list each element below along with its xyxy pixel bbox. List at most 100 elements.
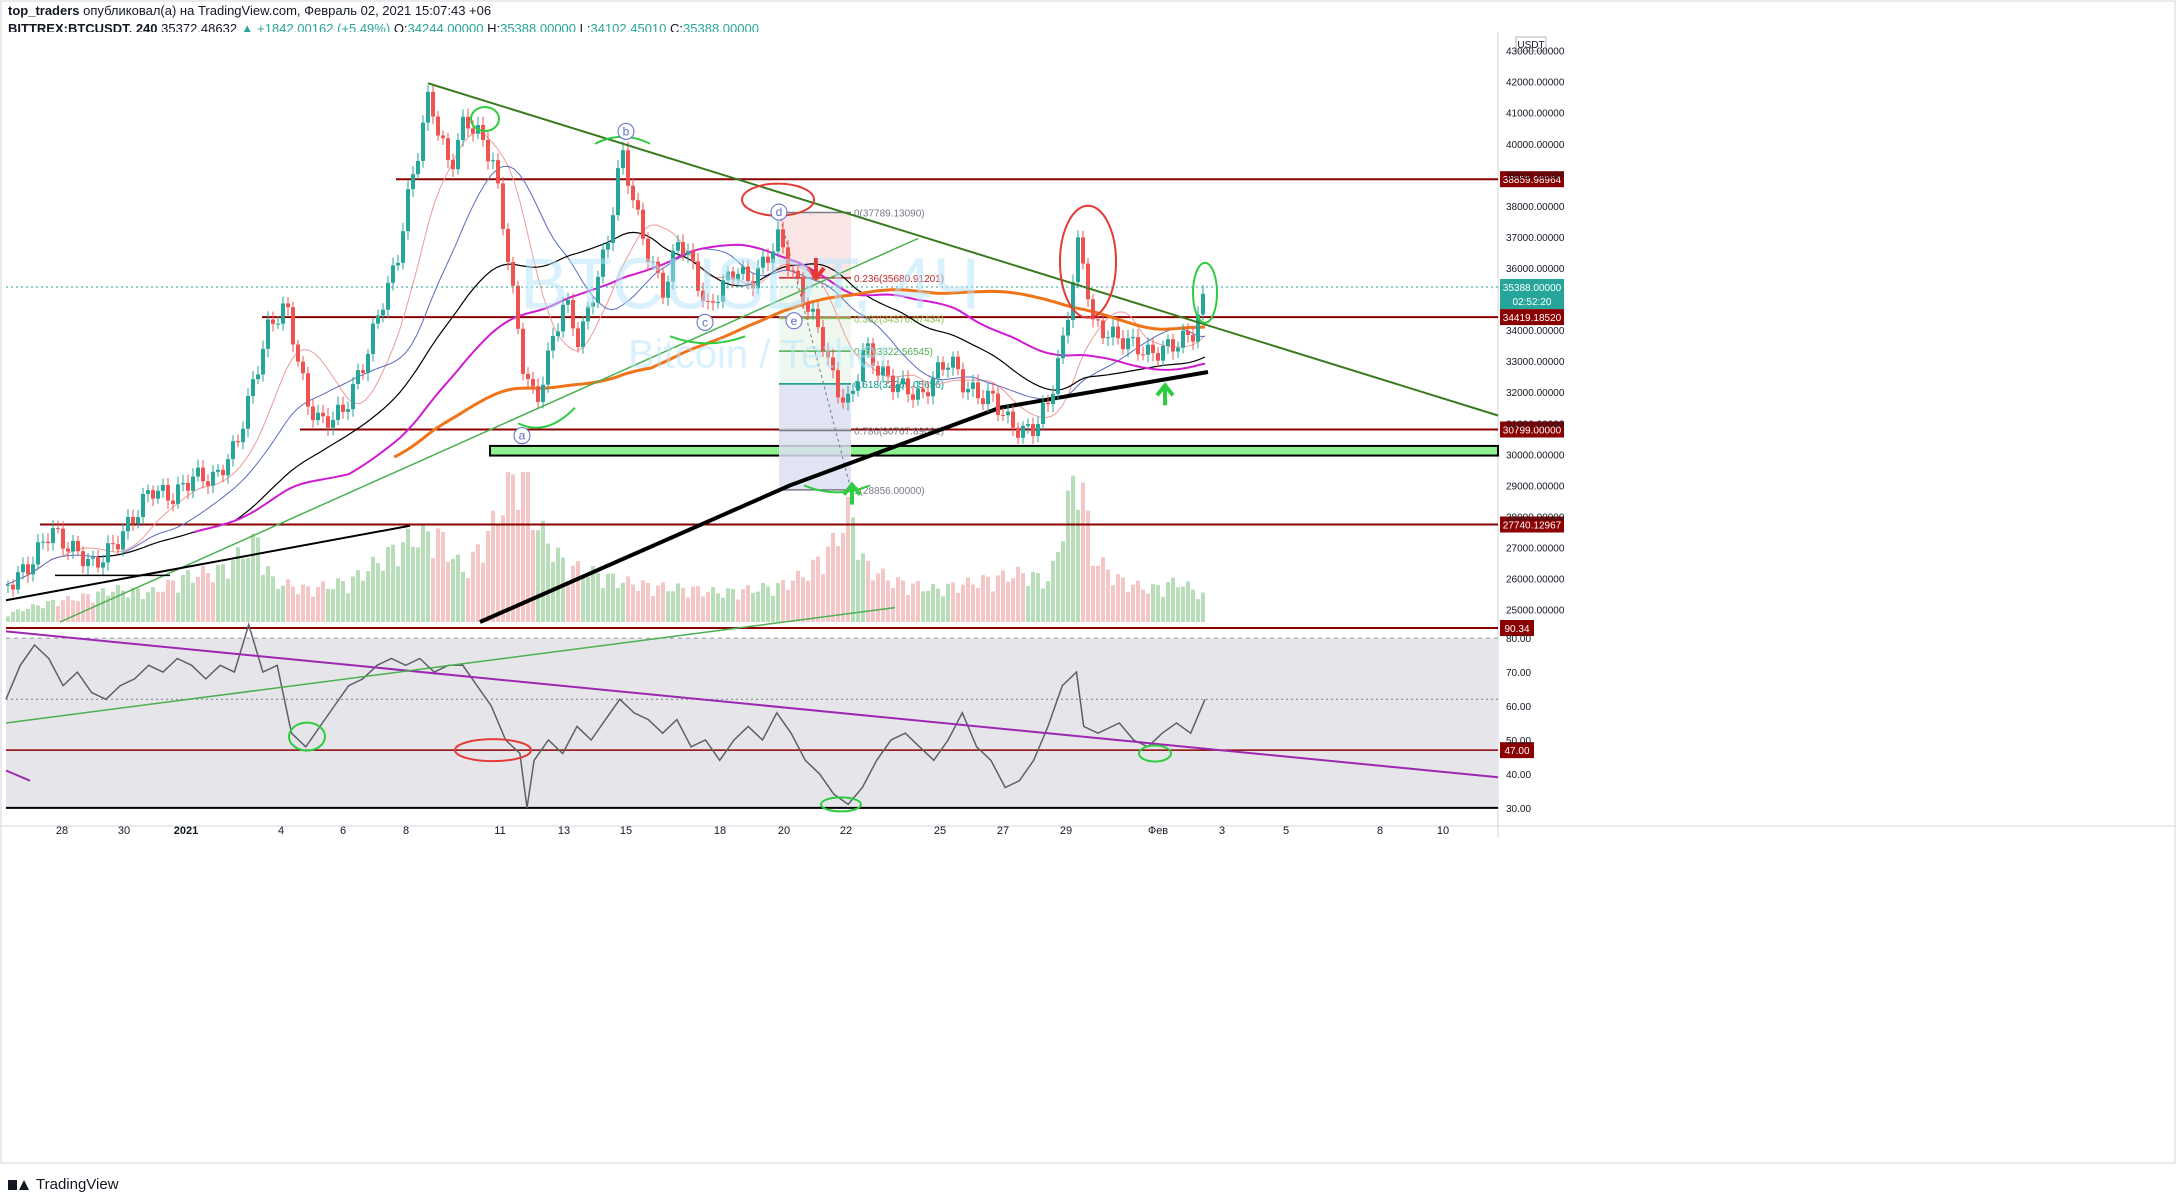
volume-bar — [946, 583, 950, 622]
volume-bar — [776, 583, 780, 622]
rsi-level-badge — [1500, 620, 1534, 636]
candle-body — [1001, 414, 1005, 416]
rsi-green-trendline — [5, 606, 896, 724]
candle-body — [866, 343, 870, 350]
candle-body — [486, 139, 490, 162]
volume-bar — [876, 573, 880, 622]
candle-body — [51, 528, 55, 543]
candle-body — [326, 416, 330, 428]
volume-bar — [1111, 585, 1115, 622]
candle-body — [1126, 338, 1130, 350]
volume-bar — [831, 532, 835, 622]
volume-bar — [31, 604, 35, 622]
volume-bar — [601, 588, 605, 622]
candle-body — [291, 307, 295, 345]
volume-bar — [551, 562, 555, 622]
fib-level-label: 0.382(34376.07434) — [854, 314, 944, 325]
volume-bar — [631, 584, 635, 622]
candle-body — [656, 261, 660, 273]
candle-body — [426, 91, 430, 123]
candle-body — [391, 265, 395, 283]
volume-bar — [906, 595, 910, 622]
main-pane — [6, 32, 1498, 622]
currency-label: USDT — [1517, 40, 1544, 51]
volume-bar — [1141, 589, 1145, 622]
candle-body — [231, 441, 235, 460]
volume-bar — [56, 605, 60, 622]
candle-body — [941, 362, 945, 370]
candle-body — [791, 270, 795, 272]
rsi-trendline-short — [5, 769, 31, 782]
volume-bar — [161, 591, 165, 622]
volume-bar — [196, 576, 200, 622]
candle-body — [711, 301, 715, 303]
rsi-pane: 90.34 47.00 — [5, 606, 1534, 813]
candle-body — [466, 116, 470, 129]
volume-bar — [606, 573, 610, 622]
volume-bar — [426, 531, 430, 622]
candle-body — [346, 409, 350, 412]
volume-bar — [711, 587, 715, 622]
x-tick-label: 11 — [494, 825, 505, 837]
candle-body — [456, 140, 460, 170]
candle-body — [221, 469, 225, 476]
y-tick-label: 39000.00000 — [1506, 171, 1565, 182]
volume-bar — [16, 609, 20, 622]
x-tick-label: 5 — [1283, 825, 1289, 837]
volume-bar — [1081, 482, 1085, 622]
rsi-red-circle — [454, 738, 532, 763]
volume-bar — [291, 586, 295, 622]
fib-level-label: 0.236(35680.91201) — [854, 274, 944, 285]
candle-body — [806, 302, 810, 312]
volume-bar — [111, 591, 115, 622]
candle-body — [66, 548, 70, 552]
wave-label: c — [702, 315, 708, 329]
support-zone — [489, 444, 1499, 457]
volume-bar — [651, 596, 655, 622]
volume-bar — [1171, 577, 1175, 622]
candle-body — [926, 392, 930, 397]
volume-bar — [901, 580, 905, 622]
y-tick-label: 31000.00000 — [1506, 419, 1565, 430]
volume-bar — [286, 579, 290, 622]
x-tick-label: 18 — [714, 825, 726, 837]
volume-bar — [761, 583, 765, 622]
candle-body — [811, 308, 815, 312]
ma-black-thick — [479, 370, 1209, 624]
volume-bar — [146, 592, 150, 622]
candle-body — [956, 356, 960, 370]
candle-body — [961, 369, 965, 393]
volume-bar — [866, 560, 870, 622]
volume-bar — [746, 585, 750, 622]
candle-body — [276, 323, 280, 325]
volume-bar — [71, 600, 75, 622]
candle-body — [516, 285, 520, 329]
volume-bar — [6, 616, 10, 622]
volume-bar — [696, 586, 700, 622]
candle-body — [416, 160, 420, 175]
volume-bar — [261, 574, 265, 622]
candle-body — [856, 381, 860, 391]
volume-bar — [236, 547, 240, 622]
candle-body — [901, 378, 905, 385]
wave-circle — [696, 313, 714, 331]
author-name[interactable]: top_traders — [8, 3, 80, 18]
candle-body — [126, 516, 130, 532]
volume-bar — [251, 533, 255, 622]
volume-bar — [736, 599, 740, 622]
current-price-label: 35388.00000 — [1503, 283, 1562, 294]
volume-bar — [201, 566, 205, 622]
candle-body — [861, 349, 865, 382]
candle-body — [906, 378, 910, 395]
candle-body — [1061, 335, 1065, 359]
volume-bar — [46, 601, 50, 622]
y-tick-label: 34000.00000 — [1506, 326, 1565, 337]
tradingview-logo[interactable]: TradingView — [8, 1176, 119, 1193]
y-tick-label: 30000.00000 — [1506, 450, 1565, 461]
candle-body — [726, 271, 730, 281]
candle-body — [371, 323, 375, 354]
candle-body — [1166, 339, 1170, 346]
volume-bar — [1101, 557, 1105, 622]
